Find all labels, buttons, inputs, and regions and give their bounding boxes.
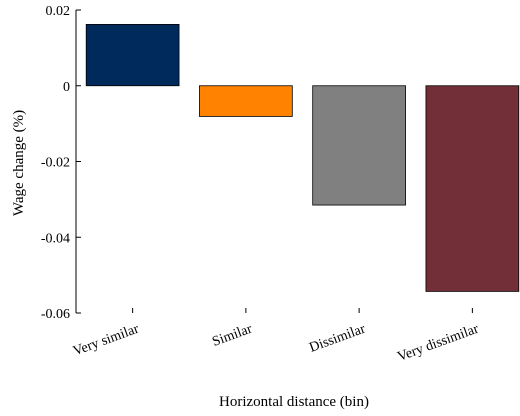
- x-tick-label: Very dissimilar: [396, 322, 481, 365]
- x-tick-label: Dissimilar: [308, 322, 368, 356]
- y-tick-label: -0.02: [41, 156, 70, 171]
- bar-very-dissimilar: [425, 85, 520, 292]
- bar-dissimilar: [312, 85, 406, 206]
- y-tick-label: -0.04: [41, 231, 70, 246]
- bars-group: [85, 23, 520, 292]
- bar-very-similar: [85, 23, 180, 87]
- y-ticks-group: 0.02 0 -0.02 -0.04 -0.06: [41, 4, 81, 322]
- y-tick-label: 0.02: [46, 4, 71, 19]
- y-axis-label: Wage change (%): [11, 110, 27, 216]
- x-tick-label: Very similar: [71, 322, 141, 360]
- x-tick-label: Similar: [210, 322, 254, 350]
- y-tick-label: -0.06: [41, 307, 70, 322]
- x-ticks-group: Very similar Similar Dissimilar Very dissim…: [71, 308, 481, 365]
- x-axis-label: Horizontal distance (bin): [219, 394, 369, 410]
- bar-similar: [199, 85, 293, 117]
- y-tick-label: 0: [63, 80, 70, 95]
